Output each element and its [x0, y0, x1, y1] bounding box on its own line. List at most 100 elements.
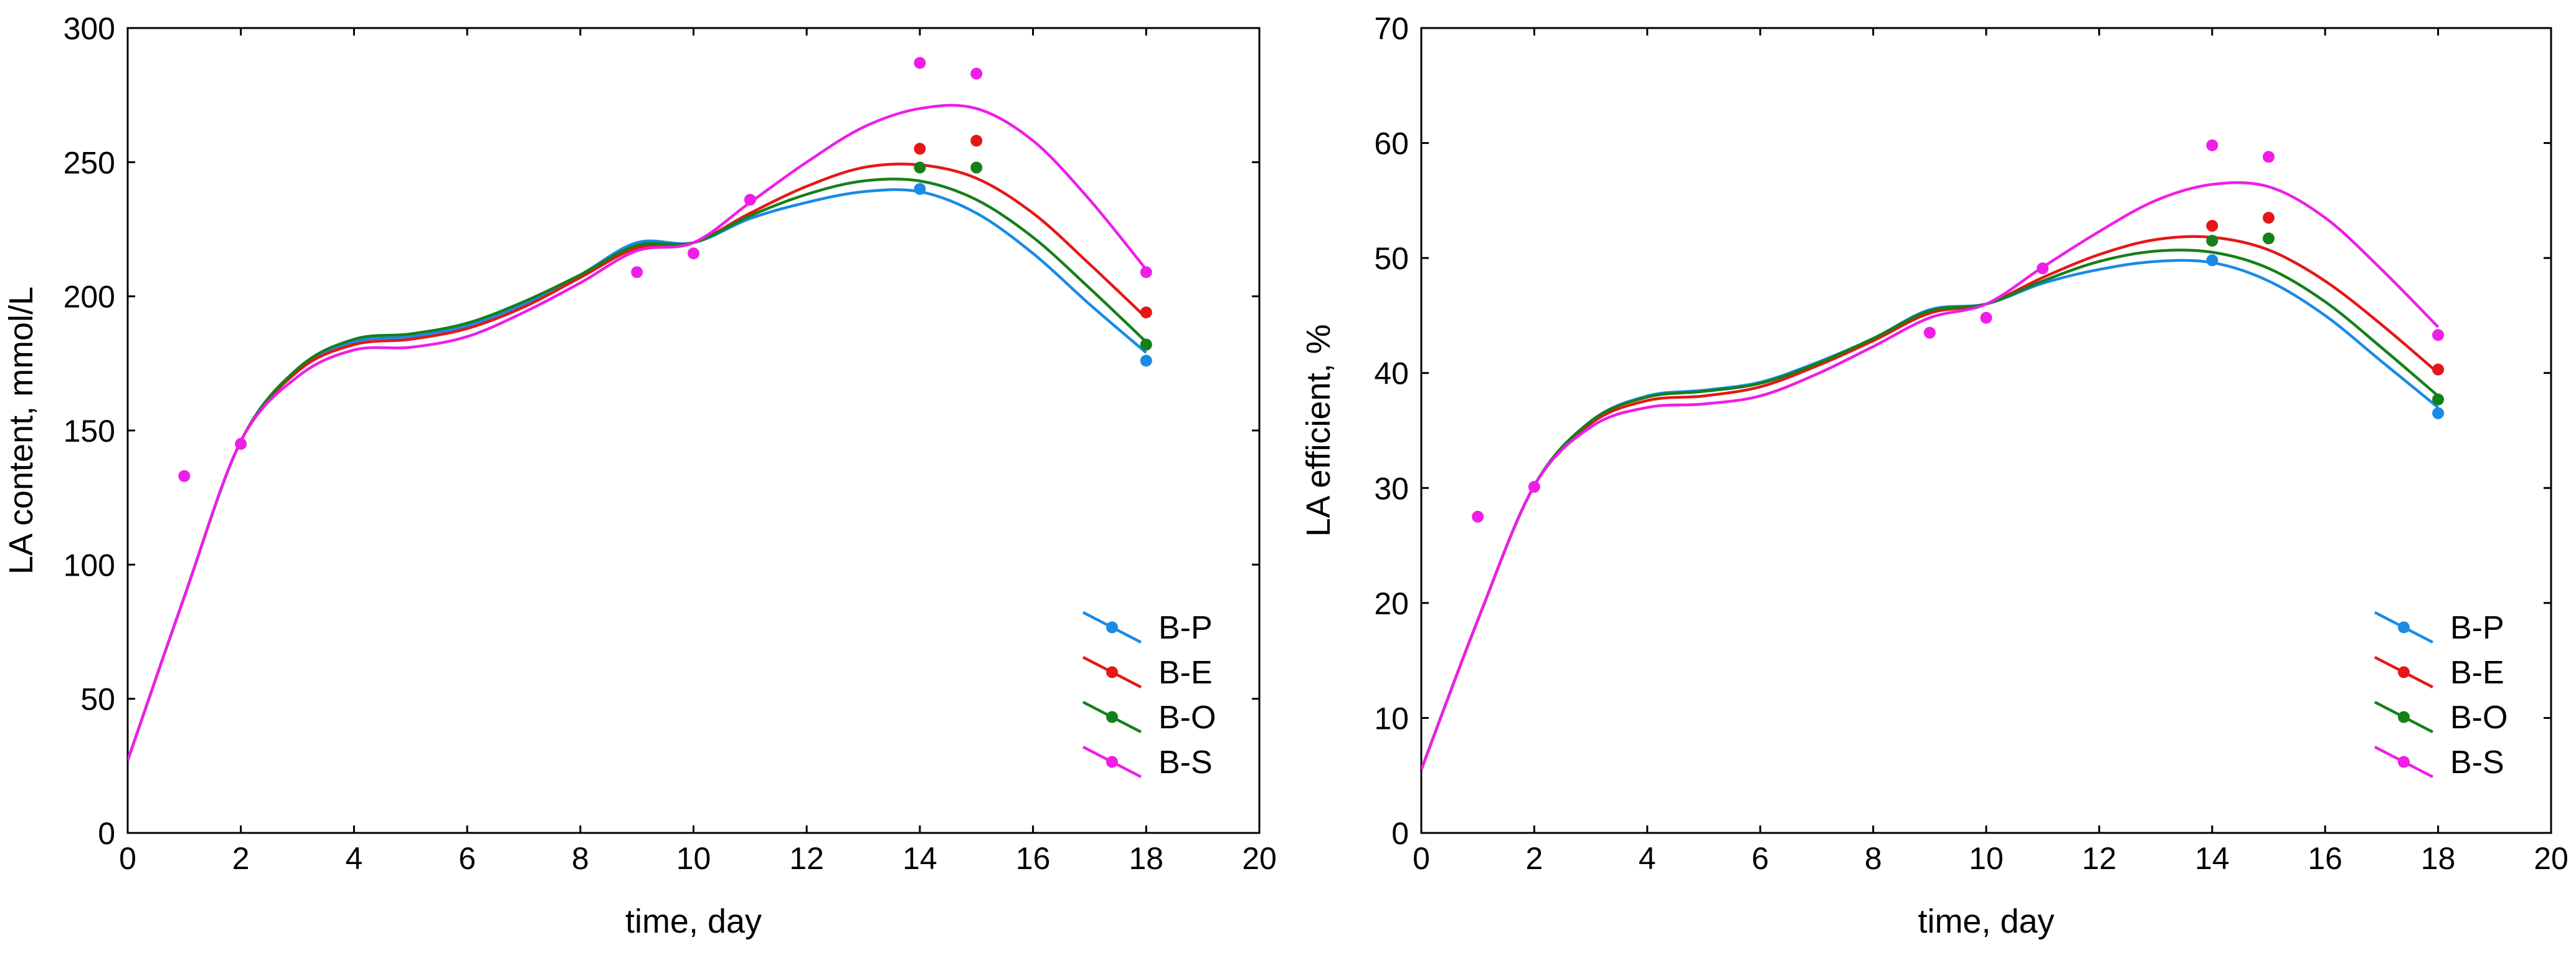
legend: B-P B-E B-O B-S — [1082, 610, 1216, 781]
legend-label: B-O — [1158, 700, 1216, 736]
data-point-B-S — [1923, 326, 1936, 339]
x-tick-label: 6 — [458, 841, 476, 876]
x-tick-label: 18 — [2421, 841, 2456, 876]
legend-label: B-E — [1158, 655, 1213, 691]
series-line-B-S — [1421, 181, 2440, 771]
data-point-B-S — [235, 438, 247, 450]
data-point-B-S — [744, 194, 756, 206]
y-tick-label: 20 — [1374, 586, 1409, 621]
data-point-B-E — [914, 143, 926, 155]
data-point-B-O — [2432, 393, 2445, 406]
series-line-B-E — [128, 162, 1147, 761]
x-tick-label: 16 — [1016, 841, 1051, 876]
x-tick-label: 4 — [345, 841, 362, 876]
data-point-B-S — [2263, 151, 2275, 163]
data-point-B-O — [914, 161, 926, 174]
x-tick-label: 2 — [1525, 841, 1543, 876]
y-tick-label: 100 — [64, 548, 115, 582]
plot-area — [128, 57, 1152, 761]
x-tick-label: 0 — [119, 841, 136, 876]
y-tick-label: 70 — [1374, 11, 1409, 46]
y-tick-label: 10 — [1374, 701, 1409, 736]
data-point-B-S — [2037, 262, 2049, 275]
x-tick-label: 14 — [902, 841, 937, 876]
y-tick-label: 250 — [64, 145, 115, 180]
series-line-B-S — [128, 103, 1148, 761]
data-point-B-P — [2206, 254, 2218, 267]
x-tick-label: 8 — [572, 841, 589, 876]
x-tick-label: 6 — [1751, 841, 1769, 876]
x-tick-label: 4 — [1639, 841, 1656, 876]
x-tick-label: 8 — [1865, 841, 1882, 876]
legend-item-B-E: B-E — [2374, 655, 2504, 691]
legend-label: B-P — [2450, 610, 2504, 646]
y-tick-label: 40 — [1374, 356, 1409, 391]
legend-item-B-P: B-P — [2374, 610, 2504, 646]
data-point-B-S — [1140, 266, 1152, 278]
data-point-B-S — [970, 67, 983, 80]
data-point-B-E — [1140, 307, 1152, 319]
x-tick-label: 18 — [1129, 841, 1163, 876]
legend-item-B-E: B-E — [1082, 655, 1213, 691]
data-point-B-P — [914, 183, 926, 195]
legend-swatch-marker — [2398, 756, 2410, 768]
data-point-B-E — [970, 135, 983, 147]
legend-item-B-O: B-O — [2374, 700, 2507, 736]
x-tick-label: 12 — [2082, 841, 2117, 876]
legend-swatch-marker — [1106, 756, 1118, 768]
legend-item-B-S: B-S — [2374, 744, 2504, 781]
legend-swatch-marker — [2398, 621, 2410, 634]
data-point-B-O — [2263, 232, 2275, 245]
x-tick-label: 10 — [1969, 841, 2004, 876]
legend-swatch-marker — [2398, 666, 2410, 678]
data-point-B-S — [1528, 480, 1540, 493]
y-tick-label: 0 — [1391, 816, 1409, 851]
y-tick-label: 60 — [1374, 126, 1409, 161]
legend-label: B-O — [2450, 700, 2507, 736]
series-line-B-O — [128, 178, 1147, 761]
chart-panel-1: 0 2 4 6 8 10 12 14 16 18 20050100150200250300time,… — [2, 11, 1277, 940]
plot-area — [1421, 139, 2445, 771]
legend: B-P B-E B-O B-S — [2374, 610, 2507, 781]
x-tick-label: 20 — [2534, 841, 2569, 876]
legend-swatch-marker — [1106, 711, 1118, 723]
chart-panel-2: 0 2 4 6 8 10 12 14 16 18 20 0 10 20 30 40 50 60 70 time, da… — [1300, 11, 2569, 940]
data-point-B-S — [1980, 311, 1992, 324]
x-axis-title: time, day — [1918, 903, 2054, 940]
y-tick-label: 200 — [64, 280, 115, 315]
x-tick-label: 20 — [1242, 841, 1277, 876]
data-point-B-E — [2206, 219, 2218, 232]
legend-label: B-P — [1158, 610, 1213, 646]
y-tick-label: 50 — [80, 682, 115, 717]
plot-frame — [1420, 27, 2552, 834]
y-tick-label: 0 — [98, 816, 115, 851]
y-tick-label: 30 — [1374, 471, 1409, 506]
data-point-B-S — [914, 57, 926, 69]
legend-swatch-marker — [1106, 621, 1118, 634]
data-point-B-O — [2206, 234, 2218, 247]
data-point-B-S — [688, 247, 699, 260]
legend-item-B-O: B-O — [1082, 700, 1216, 736]
legend-item-B-P: B-P — [1082, 610, 1213, 646]
y-axis-title: LA content, mmol/L — [2, 287, 40, 574]
data-point-B-O — [970, 161, 983, 174]
plot-frame — [126, 27, 1261, 834]
y-tick-label: 50 — [1374, 241, 1409, 276]
legend-label: B-E — [2450, 655, 2504, 691]
x-tick-label: 10 — [676, 841, 711, 876]
data-point-B-P — [2432, 407, 2445, 419]
legend-label: B-S — [2450, 744, 2504, 781]
data-point-B-E — [2432, 363, 2445, 376]
data-point-B-E — [2263, 212, 2275, 224]
x-tick-label: 0 — [1413, 841, 1430, 876]
legend-item-B-S: B-S — [1082, 744, 1213, 781]
y-tick-label: 300 — [64, 11, 115, 46]
data-point-B-S — [178, 470, 191, 482]
data-point-B-S — [1472, 510, 1484, 523]
data-point-B-S — [2206, 139, 2218, 151]
x-tick-label: 12 — [789, 841, 824, 876]
x-tick-label: 16 — [2308, 841, 2342, 876]
legend-label: B-S — [1158, 744, 1213, 781]
